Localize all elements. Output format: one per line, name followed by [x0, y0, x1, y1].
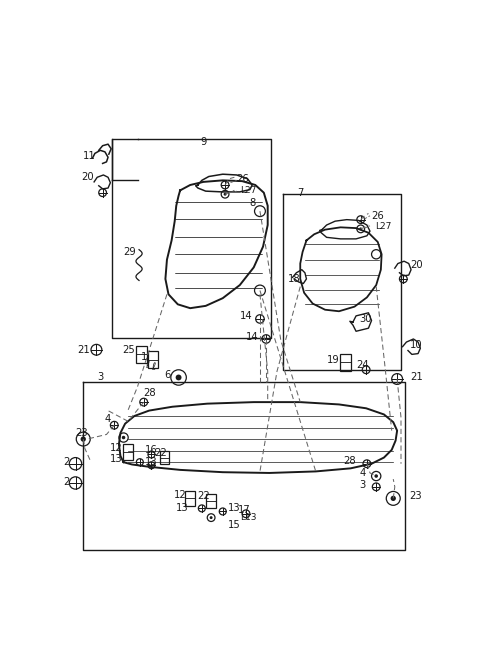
Text: 15: 15: [228, 520, 241, 530]
Text: 13: 13: [228, 503, 240, 514]
Text: 24: 24: [356, 360, 369, 370]
Text: 3: 3: [97, 373, 103, 382]
Text: 20: 20: [410, 260, 423, 270]
Text: 4: 4: [105, 414, 111, 424]
Bar: [340, 354, 350, 371]
Text: L27: L27: [375, 222, 391, 231]
Text: 12: 12: [174, 489, 187, 499]
Text: 11: 11: [83, 151, 96, 161]
Text: 18: 18: [288, 274, 300, 284]
Bar: [123, 445, 133, 460]
Circle shape: [224, 193, 227, 195]
Text: 25: 25: [122, 345, 134, 355]
Text: 7: 7: [297, 188, 303, 197]
Text: 13: 13: [176, 503, 189, 514]
Text: 4: 4: [359, 468, 365, 478]
Circle shape: [374, 474, 378, 478]
Text: 29: 29: [123, 247, 136, 257]
Text: 16: 16: [145, 445, 158, 455]
Text: 23: 23: [409, 491, 421, 501]
Text: 19: 19: [326, 355, 339, 365]
Circle shape: [391, 496, 396, 501]
Text: 28: 28: [343, 456, 356, 466]
Text: ℓ: ℓ: [145, 360, 149, 370]
Text: 22: 22: [197, 491, 210, 501]
Text: 26: 26: [237, 174, 250, 184]
Text: 2: 2: [63, 477, 70, 487]
Text: 30: 30: [359, 314, 372, 324]
Text: L13: L13: [240, 513, 256, 522]
Text: 2: 2: [63, 457, 70, 467]
Text: ℓ: ℓ: [151, 363, 155, 373]
Bar: [160, 451, 169, 464]
Circle shape: [81, 436, 86, 441]
Text: 6: 6: [164, 370, 170, 380]
Bar: [136, 346, 147, 363]
Text: 8: 8: [249, 199, 255, 209]
Text: 28: 28: [144, 388, 156, 398]
Text: 13: 13: [109, 454, 122, 464]
Circle shape: [359, 228, 362, 230]
Text: 14: 14: [240, 311, 252, 321]
Text: 23: 23: [75, 428, 88, 438]
Text: 26: 26: [372, 211, 384, 221]
Text: 20: 20: [81, 173, 94, 182]
Bar: [147, 352, 158, 368]
Text: 9: 9: [200, 137, 206, 147]
Text: 22: 22: [155, 448, 167, 458]
Text: 21: 21: [410, 373, 423, 382]
Circle shape: [122, 436, 125, 440]
Text: 13: 13: [145, 457, 158, 467]
Bar: [185, 491, 195, 506]
Text: 10: 10: [410, 340, 423, 350]
Bar: [206, 494, 216, 508]
Text: L27: L27: [240, 186, 256, 195]
Circle shape: [176, 375, 181, 380]
Text: 21: 21: [77, 345, 90, 355]
Text: 3: 3: [359, 480, 365, 490]
Text: 12: 12: [109, 443, 122, 453]
Text: 17: 17: [238, 505, 251, 515]
Text: 1: 1: [141, 352, 147, 363]
Text: 14: 14: [246, 332, 258, 342]
Circle shape: [210, 516, 213, 519]
